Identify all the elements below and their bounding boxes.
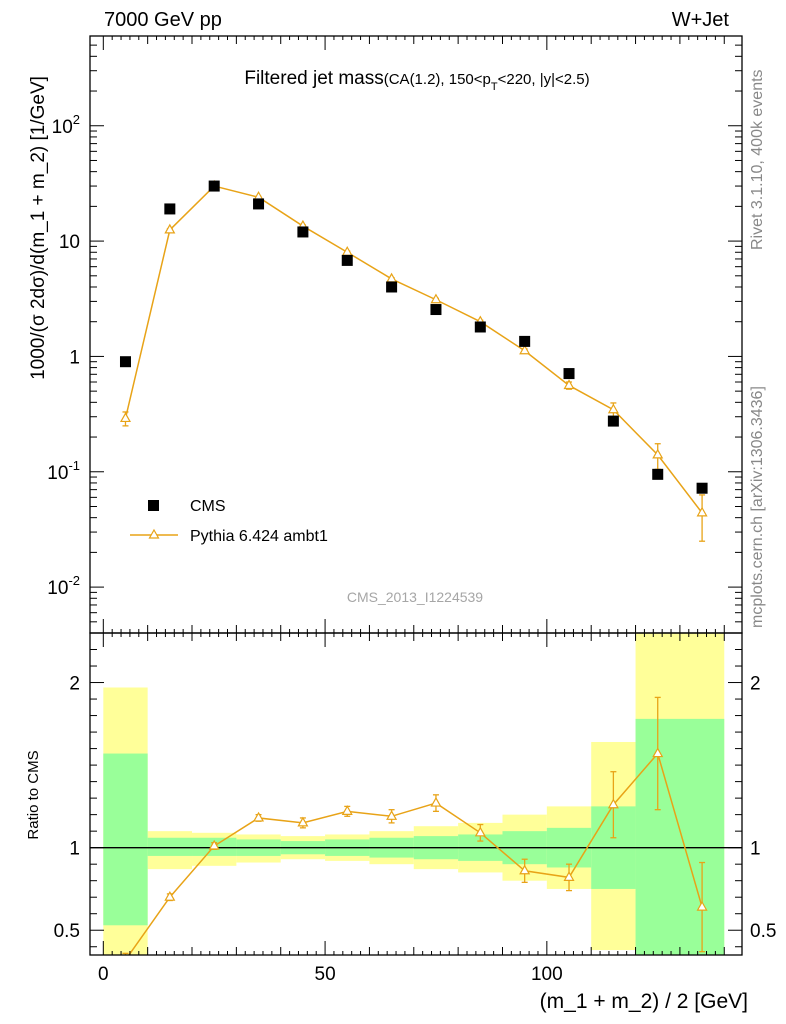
header-right: W+Jet bbox=[672, 9, 730, 31]
main-mc-point bbox=[164, 223, 176, 234]
ratio-y-tick-label-left: 1 bbox=[69, 839, 80, 860]
main-y-tick-label: 10 bbox=[59, 232, 80, 253]
main-y-tick-label: 10-2 bbox=[47, 573, 80, 599]
main-mc-point bbox=[519, 344, 531, 355]
title-sub-index: T bbox=[491, 81, 498, 93]
main-mc-point bbox=[430, 293, 442, 304]
main-mc-point bbox=[119, 412, 132, 423]
tick-exponent: -1 bbox=[68, 458, 80, 473]
main-cms-point bbox=[386, 281, 398, 293]
main-cms-point bbox=[253, 198, 265, 210]
legend-cms-marker bbox=[148, 500, 159, 511]
ratio-mc-point bbox=[519, 864, 531, 875]
title-sub-suffix: <220, |y|<2.5) bbox=[498, 71, 590, 88]
x-tick-label: 100 bbox=[531, 964, 563, 985]
main-cms-point bbox=[164, 203, 176, 215]
legend-cms-label: CMS bbox=[190, 498, 226, 515]
ratio-mc-point bbox=[164, 890, 176, 901]
ratio-y-tick-label-right: 0.5 bbox=[750, 921, 776, 942]
x-tick-label: 50 bbox=[315, 964, 336, 985]
ratio-mc-point bbox=[208, 839, 220, 850]
x-tick-label: 0 bbox=[98, 964, 109, 985]
ratio-mc-point bbox=[474, 826, 486, 837]
main-y-axis-label: 1000/(σ 2dσ)/d(m_1 + m_2) [1/GeV] bbox=[28, 76, 49, 380]
legend-mc-marker bbox=[148, 528, 160, 539]
header-left: 7000 GeV pp bbox=[104, 9, 222, 31]
title-sub-prefix: (CA(1.2), 150<p bbox=[384, 71, 491, 88]
main-cms-point bbox=[563, 368, 575, 380]
analysis-watermark: CMS_2013_I1224539 bbox=[347, 589, 483, 605]
main-y-tick-label: 10-1 bbox=[47, 458, 80, 484]
ratio-mc-point bbox=[341, 805, 353, 815]
main-cms-point bbox=[607, 415, 619, 427]
main-cms-point bbox=[696, 482, 708, 494]
ratio-y-tick-label-left: 0.5 bbox=[54, 921, 80, 942]
ratio-band-inner bbox=[635, 718, 725, 955]
main-cms-point bbox=[519, 335, 531, 347]
ratio-panel: 0.5 0.5 1 1 2 2 bbox=[54, 632, 776, 956]
main-mc-point bbox=[652, 448, 664, 459]
ratio-y-tick-label-left: 2 bbox=[69, 674, 80, 695]
ratio-y-tick-label-right: 2 bbox=[750, 674, 761, 695]
tick-base: 10 bbox=[47, 463, 68, 484]
main-mc-point bbox=[563, 379, 575, 390]
main-y-tick-label: 102 bbox=[52, 112, 80, 138]
ratio-mc-point bbox=[297, 816, 309, 827]
ratio-mc-point bbox=[607, 798, 619, 809]
ratio-mc-point bbox=[124, 953, 127, 955]
ratio-mc-point bbox=[652, 747, 664, 758]
ratio-y-axis-label: Ratio to CMS bbox=[25, 750, 42, 839]
title-main: Filtered jet mass bbox=[244, 68, 383, 89]
rivet-label: Rivet 3.1.10, 400k events bbox=[749, 69, 766, 250]
tick-base: 10 bbox=[52, 117, 73, 138]
ratio-band-inner bbox=[147, 837, 193, 856]
tick-exponent: -2 bbox=[68, 573, 80, 588]
ratio-y-tick-label-right: 1 bbox=[750, 839, 761, 860]
ratio-mc-line bbox=[128, 752, 703, 955]
legend-mc-label: Pythia 6.424 ambt1 bbox=[190, 528, 328, 545]
main-cms-point bbox=[341, 254, 353, 266]
main-mc-point bbox=[607, 403, 619, 414]
main-frame bbox=[89, 35, 743, 634]
main-cms-point bbox=[297, 226, 309, 238]
main-mc-point bbox=[696, 506, 708, 517]
main-y-tick-label: 1 bbox=[69, 347, 80, 368]
tick-exponent: 2 bbox=[73, 112, 80, 127]
main-cms-point bbox=[119, 356, 131, 368]
main-cms-point bbox=[474, 321, 486, 333]
ratio-mc-point bbox=[253, 811, 265, 822]
ratio-mc-point bbox=[386, 810, 398, 820]
ratio-mc-group bbox=[122, 696, 708, 955]
mcplots-label: mcplots.cern.ch [arXiv:1306.3436] bbox=[749, 386, 766, 628]
ratio-mc-point bbox=[563, 871, 575, 881]
main-cms-point bbox=[652, 468, 664, 480]
main-mc-point bbox=[386, 272, 398, 283]
chart-title: Filtered jet mass(CA(1.2), 150<pT<220, |… bbox=[244, 68, 589, 93]
main-cms-point bbox=[430, 304, 442, 316]
ratio-mc-point bbox=[430, 796, 442, 807]
ratio-band-inner bbox=[103, 753, 148, 926]
main-mc-line bbox=[124, 185, 703, 514]
tick-base: 10 bbox=[47, 578, 68, 599]
x-axis-label: (m_1 + m_2) / 2 [GeV] bbox=[540, 990, 748, 1013]
main-cms-point bbox=[208, 180, 220, 192]
ratio-mc-point bbox=[696, 900, 708, 911]
